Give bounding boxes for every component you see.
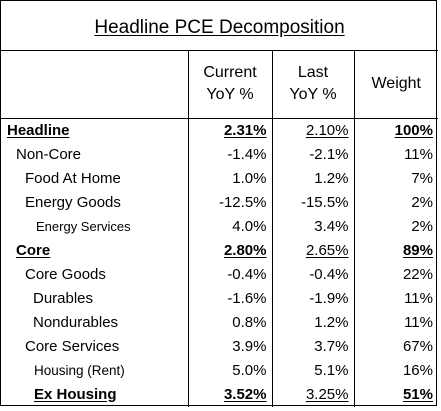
- row-energy-goods: Energy Goods -12.5% -15.5% 2%: [1, 190, 438, 215]
- row-current: 1.0%: [188, 166, 273, 191]
- row-weight: 2%: [411, 193, 433, 211]
- row-current: -12.5%: [188, 190, 273, 215]
- row-current: 0.8%: [188, 310, 273, 335]
- row-weight: 16%: [402, 361, 433, 379]
- header-last-line2: YoY %: [289, 86, 337, 104]
- table-title-text: Headline PCE Decomposition: [94, 17, 345, 38]
- row-current: -1.6%: [188, 286, 273, 311]
- row-current: 3.9%: [188, 334, 273, 359]
- row-current: 2.80%: [188, 238, 273, 263]
- row-label: Core Services: [1, 334, 189, 359]
- header-current-line1: Current: [203, 64, 257, 82]
- row-label: Energy Services: [1, 214, 189, 239]
- row-housing-rent: Housing (Rent) 5.0% 5.1% 16%: [1, 358, 438, 383]
- row-core-goods: Core Goods -0.4% -0.4% 22%: [1, 262, 438, 287]
- row-weight: 7%: [411, 169, 433, 187]
- row-last: -2.1%: [272, 142, 355, 167]
- row-weight: 11%: [404, 313, 433, 331]
- row-last: 5.1%: [272, 358, 355, 383]
- row-label: Headline: [1, 118, 189, 143]
- row-current: 2.31%: [188, 118, 273, 143]
- row-last: 1.2%: [272, 310, 355, 335]
- row-weight: 22%: [402, 265, 433, 283]
- row-last: -0.4%: [272, 262, 355, 287]
- row-current: -0.4%: [188, 262, 273, 287]
- row-current: -1.4%: [188, 142, 273, 167]
- row-last: -15.5%: [272, 190, 355, 215]
- header-weight-text: Weight: [371, 75, 421, 93]
- row-last: 3.25%: [272, 382, 355, 407]
- header-label-cell: [1, 51, 189, 119]
- header-weight: Weight: [354, 51, 438, 119]
- row-label: Durables: [1, 286, 189, 311]
- row-current: 4.0%: [188, 214, 273, 239]
- row-label: Core: [1, 238, 189, 263]
- header-last: Last YoY %: [272, 51, 355, 119]
- pce-table: Current YoY % Last YoY % Weight Headline…: [1, 51, 438, 407]
- row-last: 2.10%: [272, 118, 355, 143]
- row-label: Core Goods: [1, 262, 189, 287]
- row-ex-housing: Ex Housing 3.52% 3.25% 51%: [1, 382, 438, 407]
- row-last: -1.9%: [272, 286, 355, 311]
- row-last: 1.2%: [272, 166, 355, 191]
- row-label: Food At Home: [1, 166, 189, 191]
- row-headline: Headline 2.31% 2.10% 100%: [1, 118, 438, 143]
- table-title: Headline PCE Decomposition: [1, 1, 438, 51]
- row-core: Core 2.80% 2.65% 89%: [1, 238, 438, 263]
- row-food-at-home: Food At Home 1.0% 1.2% 7%: [1, 166, 438, 191]
- row-last: 2.65%: [272, 238, 355, 263]
- row-weight: 89%: [402, 241, 433, 259]
- row-energy-services: Energy Services 4.0% 3.4% 2%: [1, 214, 438, 239]
- header-last-line1: Last: [297, 64, 329, 82]
- row-core-services: Core Services 3.9% 3.7% 67%: [1, 334, 438, 359]
- row-label: Energy Goods: [1, 190, 189, 215]
- row-current: 3.52%: [188, 382, 273, 407]
- row-weight: 100%: [394, 121, 433, 139]
- row-label: Housing (Rent): [1, 358, 189, 383]
- row-weight: 11%: [404, 145, 433, 163]
- row-nondurables: Nondurables 0.8% 1.2% 11%: [1, 310, 438, 335]
- row-durables: Durables -1.6% -1.9% 11%: [1, 286, 438, 311]
- row-last: 3.7%: [272, 334, 355, 359]
- row-label: Ex Housing: [1, 382, 189, 407]
- row-current: 5.0%: [188, 358, 273, 383]
- header-current: Current YoY %: [188, 51, 273, 119]
- row-weight: 11%: [404, 289, 433, 307]
- row-weight: 67%: [402, 337, 433, 355]
- row-label: Nondurables: [1, 310, 189, 335]
- row-weight: 2%: [411, 217, 433, 235]
- header-row: Current YoY % Last YoY % Weight: [1, 51, 438, 119]
- row-last: 3.4%: [272, 214, 355, 239]
- row-label: Non-Core: [1, 142, 189, 167]
- header-current-line2: YoY %: [206, 86, 254, 104]
- row-weight: 51%: [402, 385, 433, 403]
- row-non-core: Non-Core -1.4% -2.1% 11%: [1, 142, 438, 167]
